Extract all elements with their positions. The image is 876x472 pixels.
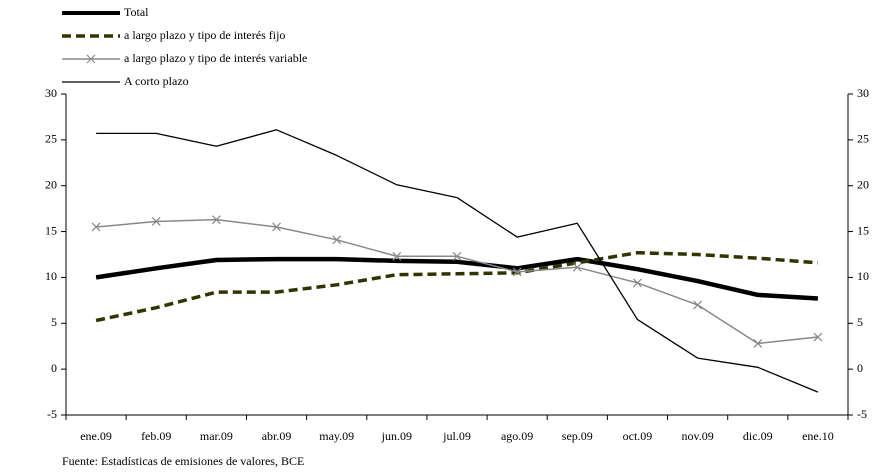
y2-tick-label: 30 <box>857 86 869 100</box>
series-marker <box>633 278 642 288</box>
y-tick-label: 5 <box>51 315 57 329</box>
series-marker <box>813 332 823 342</box>
x-tick-label: mar.09 <box>200 429 233 443</box>
y-tick-label: 20 <box>45 177 57 191</box>
x-tick-label: sep.09 <box>562 429 593 443</box>
series-line <box>95 250 819 323</box>
y2-tick-label: 0 <box>857 361 863 375</box>
x-tick-label: ago.09 <box>501 429 533 443</box>
series-marker <box>91 222 101 232</box>
y2-tick-label: 20 <box>857 177 869 191</box>
y2-tick-label: 10 <box>857 269 869 283</box>
series-marker <box>272 222 281 232</box>
series-marker <box>452 251 462 261</box>
x-tick-label: ene.10 <box>802 429 834 443</box>
series-marker <box>151 217 161 226</box>
y-tick-label: 25 <box>45 132 57 146</box>
series-marker <box>753 339 763 348</box>
x-tick-label: jun.09 <box>381 429 412 443</box>
legend-label: Total <box>124 5 149 19</box>
x-tick-label: nov.09 <box>681 429 713 443</box>
y2-tick-label: 25 <box>857 132 869 146</box>
series-marker <box>211 215 221 225</box>
series-marker <box>693 300 703 310</box>
x-tick-label: ene.09 <box>80 429 112 443</box>
y-tick-label: -5 <box>47 407 57 421</box>
y2-tick-label: -5 <box>857 407 867 421</box>
series-line <box>96 129 819 393</box>
y-tick-label: 10 <box>45 269 57 283</box>
legend-label: a largo plazo y tipo de interés variable <box>124 51 307 65</box>
x-tick-label: feb.09 <box>141 429 171 443</box>
x-tick-label: jul.09 <box>442 429 471 443</box>
series-marker <box>512 267 522 277</box>
series-marker <box>392 251 402 261</box>
y-tick-label: 30 <box>45 86 57 100</box>
x-tick-label: may.09 <box>319 429 354 443</box>
y2-tick-label: 15 <box>857 223 869 237</box>
source-note: Fuente: Estadísticas de emisiones de val… <box>62 454 304 468</box>
legend-marker <box>86 54 96 64</box>
series-marker <box>572 262 582 272</box>
x-tick-label: oct.09 <box>623 429 653 443</box>
x-tick-label: abr.09 <box>262 429 292 443</box>
legend-label: a largo plazo y tipo de interés fijo <box>124 28 285 42</box>
y-tick-label: 0 <box>51 361 57 375</box>
legend-label: A corto plazo <box>124 74 189 88</box>
x-tick-label: dic.09 <box>743 429 773 443</box>
y2-tick-label: 5 <box>857 315 863 329</box>
y-tick-label: 15 <box>45 223 57 237</box>
series-marker <box>332 235 342 245</box>
series-line <box>95 256 819 301</box>
